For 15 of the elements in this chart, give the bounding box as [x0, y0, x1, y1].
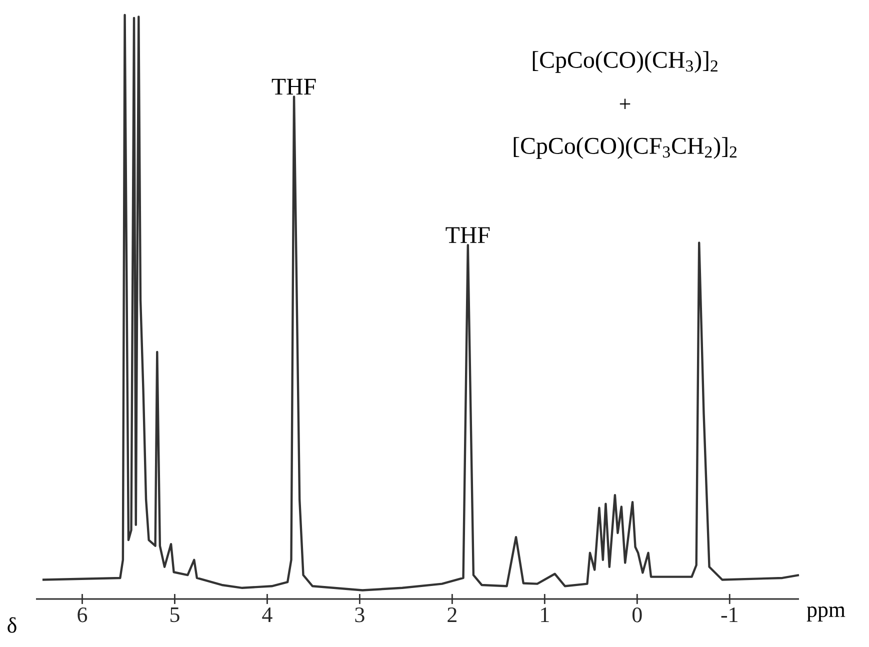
x-tick-label: 1: [541, 608, 549, 622]
annotation: [CpCo(CO)(CH$_{3}$)]$_{2}$: [532, 51, 718, 73]
annotation: THF: [272, 78, 316, 95]
x-tick-label: -1: [721, 608, 738, 622]
x-tick-label: 6: [78, 608, 88, 622]
annotation: THF: [446, 227, 490, 243]
annotation: [CpCo(CO)(CF$_{3}$CH$_{2}$)]$_{2}$: [514, 137, 737, 159]
x-axis-title: ppm: [806, 606, 846, 622]
x-tick-label: 2: [448, 608, 456, 622]
x-tick-label: 3: [355, 608, 364, 622]
text: δ: [8, 617, 16, 633]
x-tick-label: 4: [262, 608, 272, 622]
x-tick-label: 0: [632, 608, 642, 622]
annotation: +: [620, 98, 630, 110]
x-tick-label: 5: [170, 608, 180, 622]
